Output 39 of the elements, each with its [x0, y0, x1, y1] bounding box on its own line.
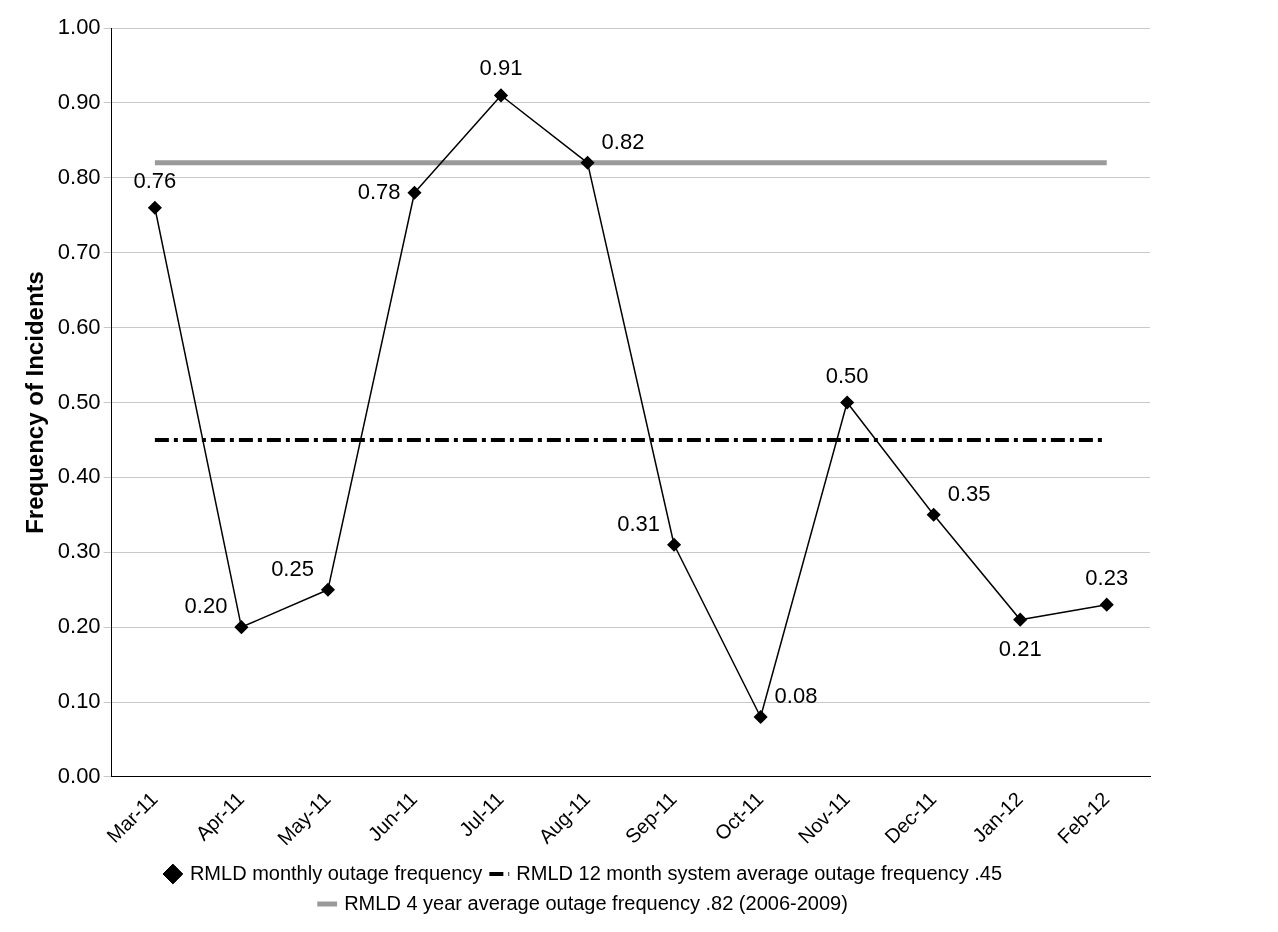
data-label: 0.35 — [947, 480, 991, 506]
point — [407, 186, 422, 200]
y-tick-label: 0.00 — [57, 762, 101, 788]
y-tick-label: 0.60 — [57, 313, 101, 339]
data-label: 0.78 — [357, 178, 401, 204]
y-tick-label: 0.50 — [57, 388, 101, 414]
point — [753, 710, 768, 724]
point — [494, 88, 508, 103]
y-tick-label: 0.10 — [57, 688, 101, 714]
data-label: 0.08 — [774, 683, 818, 709]
data-label: 0.91 — [479, 55, 523, 81]
data-label: 0.21 — [998, 635, 1042, 661]
y-tick-label: 0.70 — [57, 238, 101, 264]
legend-label: RMLD 4 year average outage frequency .82 (2006-2009) — [344, 891, 848, 914]
y-tick-label: 0.40 — [57, 463, 101, 489]
data-label: 0.23 — [1085, 564, 1129, 590]
data-label: 0.31 — [617, 510, 661, 536]
data-label: 0.50 — [825, 362, 869, 388]
data-label: 0.82 — [601, 128, 645, 154]
y-tick-label: 0.30 — [57, 538, 101, 564]
point — [234, 620, 249, 634]
point — [148, 200, 162, 215]
point — [1099, 597, 1114, 612]
point — [1013, 612, 1027, 627]
data-label: 0.25 — [271, 555, 314, 581]
data-label: 0.76 — [133, 167, 177, 193]
y-tick-label: 0.90 — [57, 88, 101, 114]
legend-label: RMLD monthly outage frequency — [189, 861, 483, 884]
data-label: 0.20 — [184, 593, 228, 619]
y-axis-title: Frequency of Incidents — [21, 271, 49, 534]
y-tick-label: 1.00 — [57, 14, 101, 40]
legend-label: RMLD 12 month system average outage frequency .45 — [516, 861, 1003, 884]
point — [580, 156, 595, 170]
point — [667, 538, 681, 552]
y-tick-label: 0.20 — [57, 613, 101, 639]
y-tick-label: 0.80 — [57, 163, 101, 189]
point — [321, 582, 335, 597]
point — [926, 508, 941, 522]
point — [840, 395, 854, 410]
